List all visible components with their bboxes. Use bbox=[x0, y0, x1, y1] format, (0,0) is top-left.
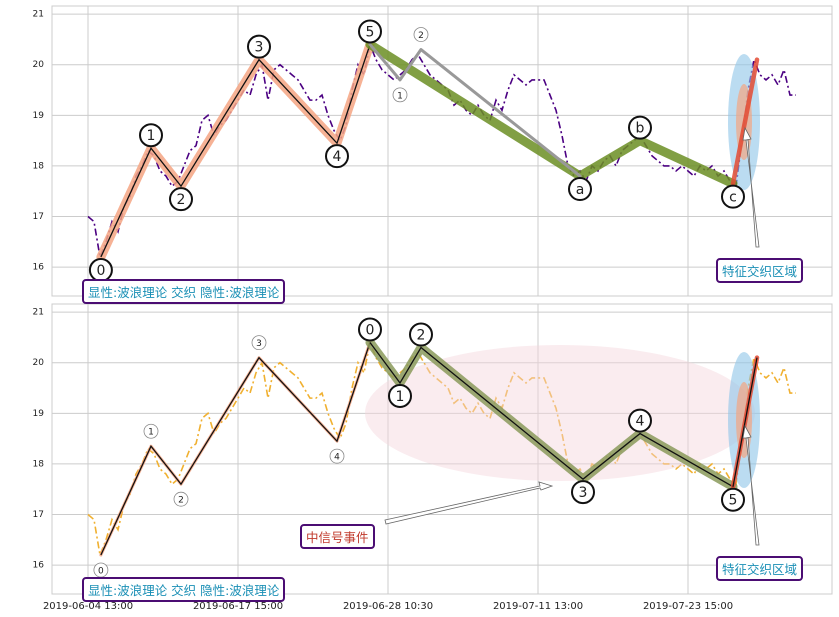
y-tick-label: 21 bbox=[33, 308, 44, 318]
wave-label-circle bbox=[173, 491, 189, 507]
wave-label: 5 bbox=[366, 24, 375, 40]
wave-label-circle bbox=[388, 383, 412, 408]
wave-label: 3 bbox=[256, 339, 262, 349]
wave-label: 2 bbox=[178, 496, 184, 506]
pattern-label: 显性:波浪理论 交织 隐性:波浪理论 bbox=[82, 279, 286, 304]
wave-label-circle bbox=[358, 19, 382, 44]
wave-label: 1 bbox=[147, 128, 156, 144]
wave-label: 1 bbox=[396, 389, 405, 405]
x-tick-label: 2019-06-28 10:30 bbox=[343, 601, 433, 612]
y-tick-label: 16 bbox=[33, 263, 45, 273]
zone-label: 特征交织区域 bbox=[716, 258, 804, 283]
wave-label: 3 bbox=[255, 40, 264, 56]
wave-label: 2 bbox=[418, 31, 424, 41]
wave-label-circle bbox=[139, 123, 163, 148]
y-tick-label: 17 bbox=[33, 212, 44, 222]
top-frame bbox=[51, 5, 833, 297]
y-tick-label: 20 bbox=[33, 60, 45, 70]
x-tick-label: 2019-07-11 13:00 bbox=[493, 601, 583, 612]
y-tick-label: 20 bbox=[33, 358, 45, 368]
wave-label: 5 bbox=[729, 493, 738, 509]
wave-core bbox=[100, 342, 371, 556]
wave-label-circle bbox=[247, 34, 271, 59]
wave-label: 1 bbox=[148, 428, 154, 438]
wave-label-circle bbox=[251, 335, 267, 351]
arrow bbox=[742, 126, 760, 248]
wave-core bbox=[732, 357, 758, 487]
zone-label: 特征交织区域 bbox=[716, 556, 804, 581]
wave-label-circle bbox=[568, 177, 592, 202]
wave-line bbox=[365, 39, 738, 189]
wave-label-circle bbox=[721, 184, 745, 209]
y-tick-label: 16 bbox=[33, 561, 45, 571]
x-tick-label: 2019-06-17 15:00 bbox=[193, 601, 283, 612]
x-tick-label: 2019-06-04 13:00 bbox=[43, 601, 133, 612]
wave-label-circle bbox=[358, 317, 382, 342]
x-tick-label: 2019-07-23 15:00 bbox=[643, 601, 733, 612]
wave-core bbox=[369, 342, 734, 488]
y-tick-label: 18 bbox=[33, 161, 45, 171]
wave-label-circle bbox=[325, 144, 349, 169]
y-tick-label: 21 bbox=[33, 10, 44, 20]
signal-label: 中信号事件 bbox=[300, 524, 375, 549]
wave-label-circle bbox=[721, 487, 745, 512]
wave-label-circle bbox=[143, 423, 159, 439]
wave-label-circle bbox=[169, 187, 193, 212]
wave-label-circle bbox=[628, 408, 652, 433]
y-tick-label: 19 bbox=[33, 111, 45, 121]
pattern-label: 显性:波浪理论 交织 隐性:波浪理论 bbox=[82, 577, 286, 602]
wave-label: 4 bbox=[333, 149, 342, 165]
arrow bbox=[384, 481, 554, 525]
wave-core bbox=[100, 44, 371, 258]
wave-label: 2 bbox=[417, 328, 426, 344]
wave-line bbox=[730, 57, 760, 186]
wave-label-circle bbox=[571, 480, 595, 505]
arrow bbox=[742, 424, 760, 546]
wave-label: 3 bbox=[579, 485, 588, 501]
wave-label-circle bbox=[409, 322, 433, 347]
wave-label: 4 bbox=[636, 414, 645, 430]
wave-label: b bbox=[636, 121, 645, 137]
y-tick-label: 17 bbox=[33, 510, 44, 520]
wave-label-circle bbox=[413, 27, 429, 42]
wave-label-circle bbox=[329, 448, 345, 464]
wave-label-circle bbox=[628, 115, 652, 140]
wave-label: 0 bbox=[366, 322, 375, 338]
wave-label: 4 bbox=[334, 453, 340, 463]
wave-label: 0 bbox=[96, 263, 105, 279]
wave-label: c bbox=[729, 190, 737, 206]
wave-label: 0 bbox=[98, 567, 104, 577]
bottom-frame bbox=[51, 303, 833, 595]
price-line bbox=[87, 339, 796, 558]
wave-label: 2 bbox=[177, 192, 186, 208]
wave-label: a bbox=[576, 182, 585, 198]
wave-line bbox=[368, 42, 582, 178]
y-tick-label: 18 bbox=[33, 459, 45, 469]
wave-label-circle bbox=[392, 87, 408, 103]
wave-label: 1 bbox=[397, 91, 403, 101]
y-tick-label: 19 bbox=[33, 409, 45, 419]
